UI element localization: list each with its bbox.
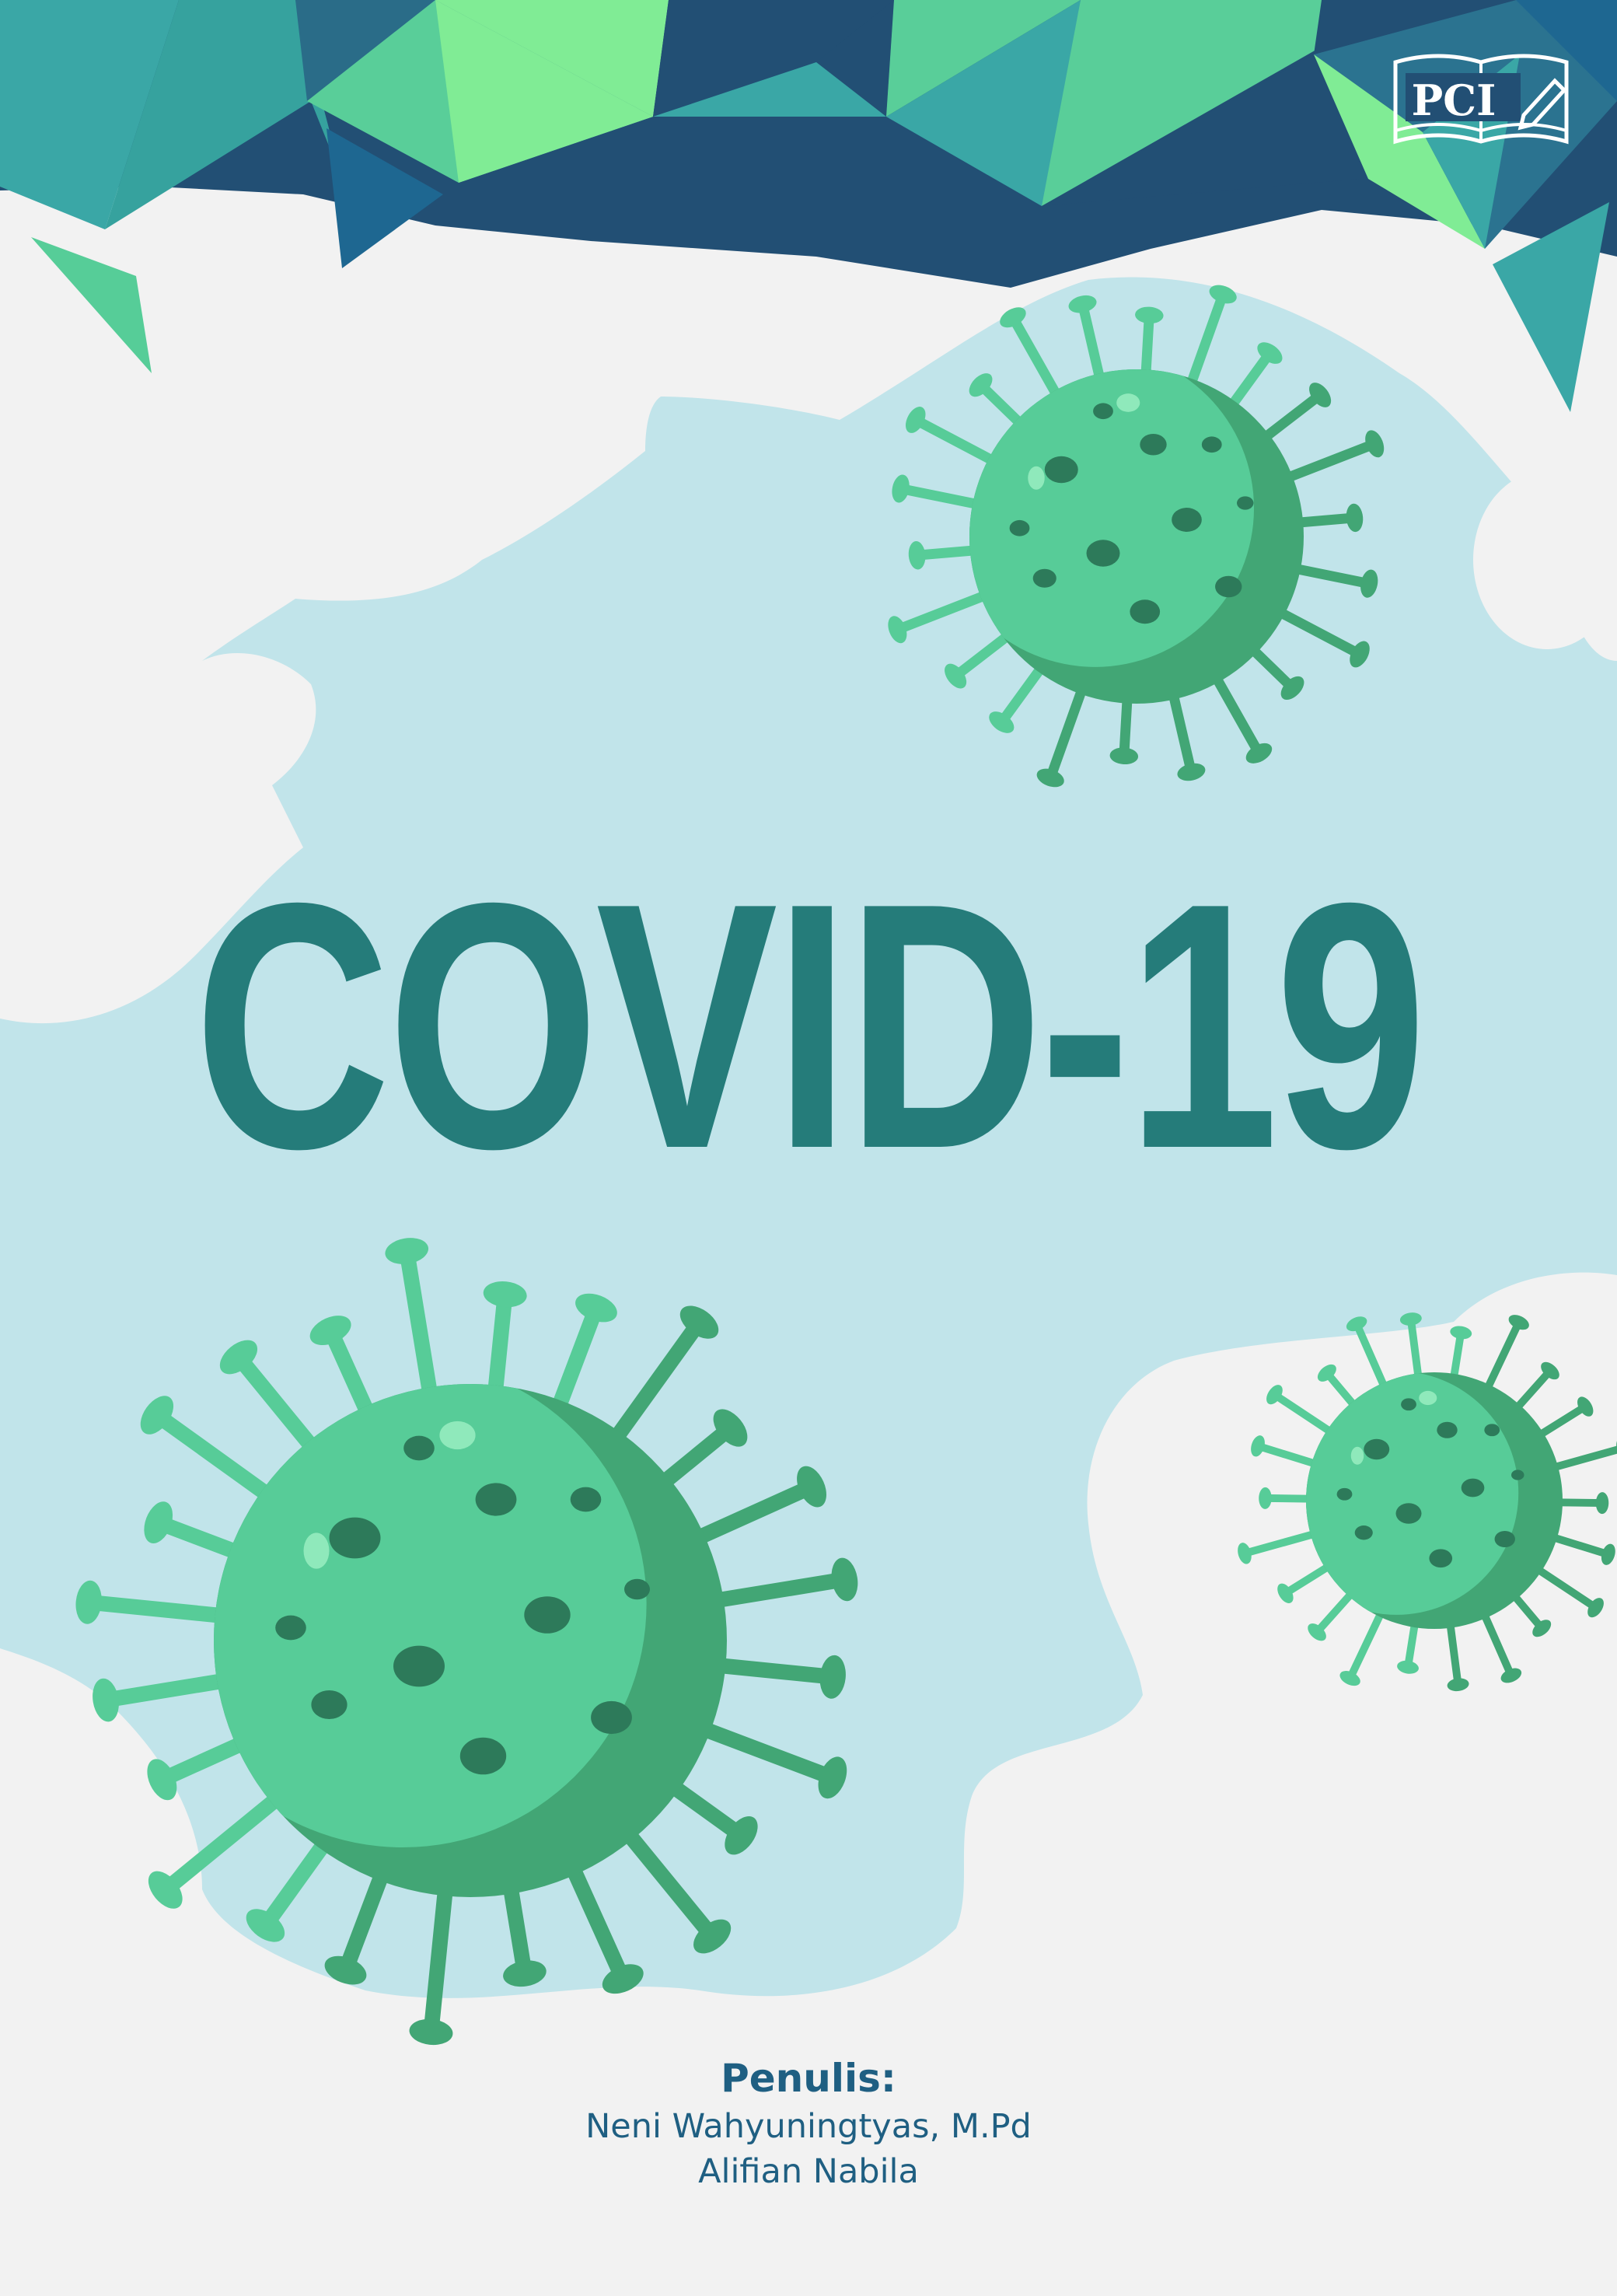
- virus-illustrations: [75, 285, 1617, 2046]
- virus-icon: [888, 285, 1385, 788]
- author-name: Neni Wahyuningtyas, M.Pd: [585, 2107, 1032, 2146]
- polygon-shard: [31, 237, 152, 373]
- pencil-icon: [1517, 78, 1567, 131]
- author-name: Alifian Nabila: [698, 2152, 919, 2191]
- virus-icon: [1238, 1312, 1617, 1692]
- cover-title: COVID-19: [194, 831, 1427, 1221]
- polygon-shard: [1493, 202, 1609, 412]
- author-block: Penulis: Neni Wahyuningtyas, M.Pd Alifia…: [0, 2053, 1617, 2194]
- polygon-shard: [327, 128, 443, 268]
- cloud: [1563, 428, 1617, 661]
- publisher-logo-text: PCI: [1412, 75, 1497, 125]
- virus-icon: [75, 1238, 858, 2046]
- top-polygon-banner: [0, 0, 1617, 288]
- author-label: Penulis:: [721, 2056, 896, 2101]
- publisher-logo: PCI: [1393, 54, 1569, 145]
